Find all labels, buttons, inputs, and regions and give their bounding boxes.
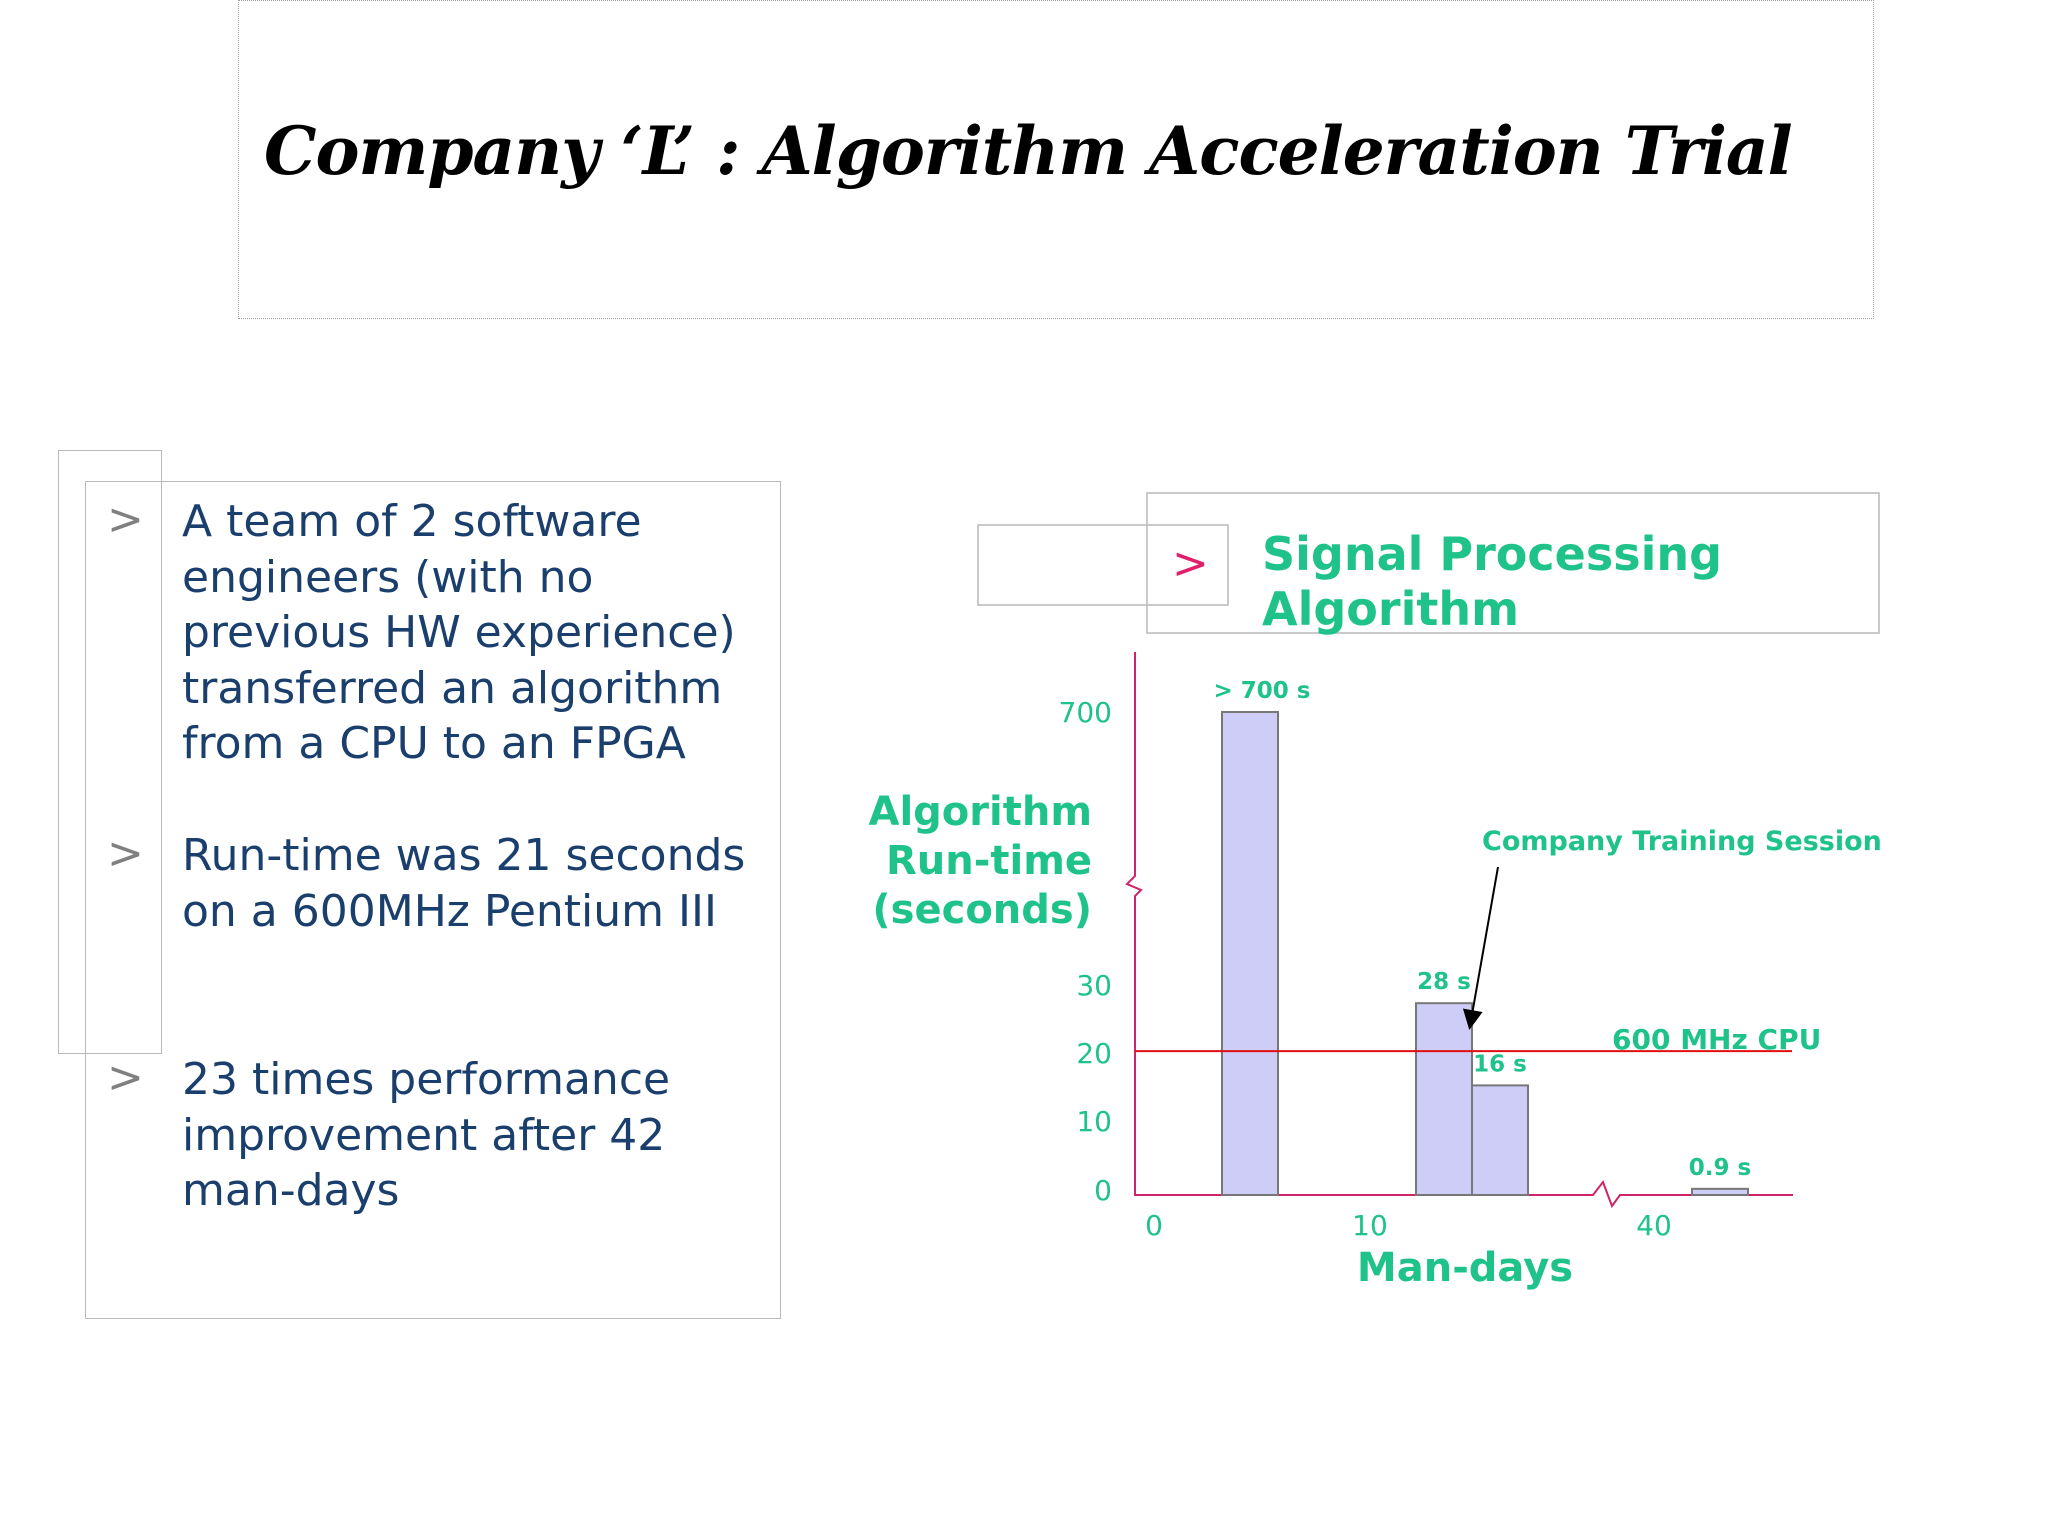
y-axis-label-2: Run-time [886, 838, 1092, 884]
bar [1691, 1187, 1749, 1196]
y-tick-label: 10 [1076, 1105, 1112, 1138]
bullet-text: 23 times performance improvement after 4… [182, 1054, 671, 1216]
bar-data-label: > 700 s [1214, 678, 1311, 704]
bar-data-label: 28 s [1417, 969, 1471, 995]
y-axis [1125, 652, 1143, 1196]
y-tick-label: 30 [1076, 969, 1112, 1002]
bar [1471, 1084, 1529, 1197]
bullet-list: > A team of 2 software engineers (with n… [85, 481, 781, 1319]
x-tick-label: 10 [1352, 1209, 1388, 1242]
chart-title-deco-box [977, 524, 1229, 606]
title-box [238, 0, 1874, 319]
y-axis-label-1: Algorithm [869, 789, 1093, 835]
x-tick-label: 40 [1636, 1209, 1672, 1242]
training-session-annotation: Company Training Session [1482, 826, 1882, 857]
cpu-reference-label: 600 MHz CPU [1612, 1023, 1821, 1056]
bullet-text: Run-time was 21 seconds on a 600MHz Pent… [182, 830, 746, 937]
bullet-marker: > [107, 494, 144, 545]
slide-title: Company ‘L’ : Algorithm Acceleration Tri… [264, 112, 1793, 190]
chart-title-line-1: Signal Processing [1262, 527, 1722, 581]
bullet-text: A team of 2 software engineers (with no … [182, 496, 736, 769]
y-tick-label: 20 [1076, 1037, 1112, 1070]
annotation-arrow [1462, 866, 1499, 1030]
y-axis-label-3: (seconds) [872, 887, 1092, 933]
bullet-marker: > [107, 1052, 144, 1103]
chart-title-box [1146, 492, 1880, 634]
bar-data-label: 0.9 s [1689, 1155, 1751, 1181]
bar [1415, 1002, 1473, 1197]
x-tick-label: 0 [1145, 1209, 1163, 1242]
decorative-frame [58, 450, 162, 1054]
bullet-marker: > [107, 828, 144, 879]
y-tick-label: 700 [1059, 696, 1112, 729]
y-tick-label: 0 [1094, 1174, 1112, 1207]
bar-data-label: 16 s [1473, 1051, 1527, 1077]
bar [1221, 711, 1279, 1196]
chart-title-marker: > [1172, 538, 1209, 589]
x-axis-label: Man-days [1357, 1245, 1573, 1291]
chart-title-line-2: Algorithm [1262, 582, 1519, 636]
